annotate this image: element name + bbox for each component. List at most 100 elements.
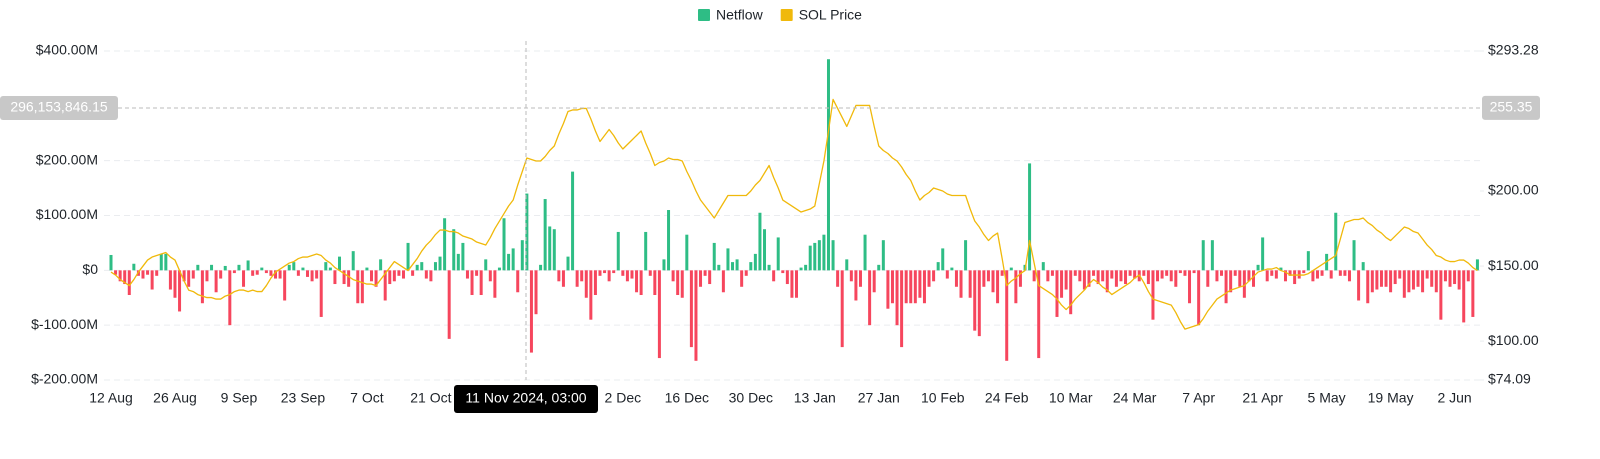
netflow-bar [717,264,721,271]
netflow-bar [178,270,182,312]
netflow-bar [1393,270,1397,285]
y-tick-label: $-200.00M [31,371,98,387]
netflow-bar [502,218,506,271]
netflow-bar [785,270,789,285]
netflow-bar [959,270,963,298]
netflow-bar [1466,270,1470,282]
netflow-bar [1306,251,1310,271]
netflow-bar [1014,270,1018,304]
netflow-bar [699,270,703,287]
netflow-bar [543,199,547,271]
netflow-bar [630,270,634,279]
crosshair-y2-label: 255.35 [1490,99,1533,115]
netflow-bar [758,212,762,271]
netflow-bar [877,264,881,271]
netflow-bar [232,270,236,274]
netflow-bar [941,248,945,271]
netflow-bar [479,270,483,296]
netflow-bar [548,226,552,271]
netflow-bar [662,259,666,271]
netflow-bar [589,270,593,320]
y2-tick-label: $200.00 [1488,182,1539,198]
x-tick-label: 27 Jan [858,390,900,406]
netflow-bar [593,270,597,296]
netflow-bar [561,270,565,287]
netflow-bar [296,270,300,276]
netflow-bar [1073,270,1077,276]
netflow-bar [644,231,648,271]
netflow-bar [210,264,214,271]
netflow-bar [849,270,853,282]
netflow-bar [251,270,255,276]
netflow-bar [488,270,492,282]
netflow-bar [571,171,575,271]
netflow-bar [1101,270,1105,282]
netflow-bar [635,270,639,293]
netflow-bar [913,270,917,304]
netflow-bar [1334,212,1338,271]
netflow-bar [493,270,497,298]
y2-tick-label: $150.00 [1488,257,1539,273]
netflow-bar [922,270,926,304]
netflow-bar [127,270,131,296]
netflow-bar [123,270,127,285]
netflow-bar [973,270,977,331]
netflow-bar [146,270,150,275]
netflow-bar [1347,270,1351,282]
netflow-bar [1174,270,1178,287]
netflow-bar [1037,270,1041,359]
netflow-bar [950,267,954,271]
netflow-bar [822,234,826,271]
netflow-bar [1411,270,1415,290]
netflow-bar [520,240,524,271]
netflow-bar [740,270,744,287]
netflow-bar [1247,270,1251,282]
netflow-bar [689,270,693,348]
crosshair-y2-box [1482,95,1540,120]
netflow-bar [616,231,620,271]
netflow-bar [264,270,268,274]
netflow-bar [964,240,968,271]
x-tick-label: 16 Dec [665,390,709,406]
netflow-bar [612,270,616,274]
netflow-bar [1000,270,1004,276]
netflow-bar [292,262,296,271]
netflow-bar [328,267,332,271]
netflow-bar [694,270,698,361]
netflow-bar [484,259,488,271]
netflow-bar [1142,270,1146,276]
netflow-bar [1229,270,1233,293]
netflow-bar [374,270,378,287]
netflow-bar [1293,270,1297,285]
netflow-bar [1379,270,1383,287]
netflow-bar [1124,270,1128,285]
netflow-bar [1018,270,1022,287]
netflow-bar [982,270,986,287]
netflow-bar [598,270,602,276]
netflow-bar [735,259,739,271]
netflow-bar [164,253,168,271]
netflow-bar [945,270,949,279]
netflow-bar [168,270,172,290]
netflow-bar [497,267,501,271]
netflow-bar [283,270,287,301]
netflow-bar [566,256,570,271]
netflow-bar [406,242,410,271]
legend-swatch [780,9,793,21]
netflow-bar [731,262,735,271]
netflow-bar [1329,270,1333,279]
netflow-bar [379,259,383,271]
netflow-bar [301,267,305,271]
legend-label: SOL Price [799,7,862,23]
netflow-bar [813,242,817,271]
netflow-bar [338,256,341,271]
netflow-bar [1046,270,1050,282]
netflow-bar [776,237,780,271]
netflow-bar [319,270,323,317]
netflow-bar [909,270,913,304]
netflow-bar [1261,237,1265,271]
netflow-bar [1178,270,1182,274]
netflow-bar [667,210,671,271]
netflow-bar [1443,270,1447,282]
